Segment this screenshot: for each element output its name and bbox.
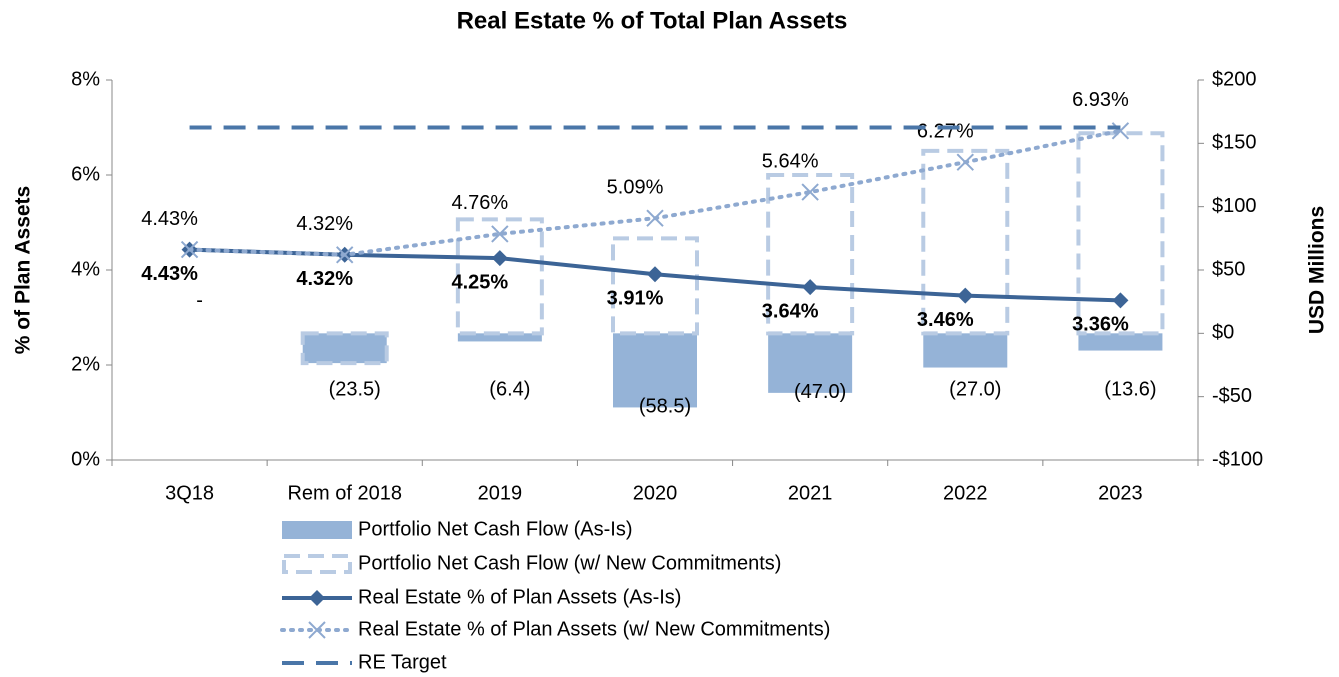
- y2-tick-label: $150: [1212, 132, 1257, 154]
- point-value-label: 3.64%: [762, 300, 819, 322]
- y2-tick-label: $0: [1212, 322, 1234, 344]
- legend-label: Portfolio Net Cash Flow (As-Is): [358, 518, 633, 540]
- y2-tick-label: $200: [1212, 68, 1257, 90]
- point-value-label: 4.76%: [451, 192, 508, 214]
- marker: [956, 153, 974, 171]
- bar-value-label: (27.0): [949, 379, 1001, 401]
- y2-axis-title: USD Millions: [1306, 206, 1329, 334]
- point-value-label: 4.43%: [141, 208, 198, 230]
- point-value-label: 6.27%: [917, 120, 974, 142]
- y-tick-label: 4%: [71, 258, 100, 280]
- marker: [336, 246, 354, 264]
- marker: [1111, 122, 1130, 140]
- point-value-label: 5.09%: [607, 177, 664, 199]
- bar: [768, 333, 853, 393]
- dashed-bar: [455, 217, 544, 336]
- bar: [613, 333, 697, 408]
- bar-value-label: (13.6): [1104, 379, 1156, 401]
- dashed-bar: [300, 331, 389, 366]
- y-tick-label: 2%: [71, 353, 100, 375]
- marker: [491, 250, 508, 267]
- legend-swatch: [282, 554, 352, 574]
- bar: [1078, 333, 1163, 351]
- x-tick-label: 2023: [1098, 482, 1143, 504]
- legend-label: Portfolio Net Cash Flow (w/ New Commitme…: [358, 552, 781, 574]
- bar: [923, 333, 1008, 368]
- x-tick-label: 2020: [633, 482, 678, 504]
- point-value-label: 4.25%: [451, 271, 508, 293]
- chart-title: Real Estate % of Total Plan Assets: [457, 7, 848, 34]
- bar-value-label: (6.4): [489, 379, 530, 401]
- point-value-label: 5.64%: [762, 150, 819, 172]
- marker: [491, 225, 509, 243]
- legend-marker: [308, 621, 326, 639]
- bar-value-label: -: [196, 290, 203, 312]
- point-value-label: 4.32%: [296, 213, 353, 235]
- x-tick-label: 2022: [943, 482, 988, 504]
- point-value-label: 4.43%: [141, 263, 198, 285]
- marker: [957, 287, 974, 304]
- dashed-bar: [611, 236, 699, 336]
- bar-value-label: (58.5): [639, 396, 691, 418]
- bar-value-label: (47.0): [794, 381, 846, 403]
- marker: [180, 240, 199, 259]
- bar: [302, 333, 387, 364]
- marker: [801, 183, 819, 201]
- y-tick-label: 6%: [71, 163, 100, 185]
- x-tick-label: Rem of 2018: [287, 482, 402, 504]
- y2-tick-label: -$50: [1212, 385, 1252, 407]
- point-value-label: 3.36%: [1072, 314, 1129, 336]
- legend-marker: [309, 590, 325, 606]
- point-value-label: 6.93%: [1072, 89, 1129, 111]
- point-value-label: 3.46%: [917, 309, 974, 331]
- point-value-label: 3.91%: [607, 288, 664, 310]
- x-tick-label: 2021: [788, 482, 833, 504]
- point-value-label: 4.32%: [296, 268, 353, 290]
- marker: [646, 209, 664, 227]
- y-axis-title: % of Plan Assets: [12, 186, 35, 354]
- legend-label: Real Estate % of Plan Assets (As-Is): [358, 586, 681, 608]
- marker: [647, 266, 663, 283]
- marker: [802, 279, 819, 296]
- bar-value-label: (23.5): [329, 379, 381, 401]
- y-tick-label: 0%: [71, 448, 100, 470]
- x-tick-label: 3Q18: [165, 482, 214, 504]
- legend-label: RE Target: [358, 651, 447, 673]
- marker: [1112, 292, 1129, 309]
- legend-swatch: [282, 521, 352, 539]
- dashed-bar: [921, 148, 1010, 336]
- y2-tick-label: $50: [1212, 258, 1245, 280]
- legend-label: Real Estate % of Plan Assets (w/ New Com…: [358, 618, 830, 640]
- y2-tick-label: $100: [1212, 195, 1257, 217]
- bar: [457, 333, 542, 342]
- y-tick-label: 8%: [71, 68, 100, 90]
- dashed-bar: [1076, 131, 1165, 336]
- x-tick-label: 2019: [478, 482, 523, 504]
- y2-tick-label: -$100: [1212, 448, 1263, 470]
